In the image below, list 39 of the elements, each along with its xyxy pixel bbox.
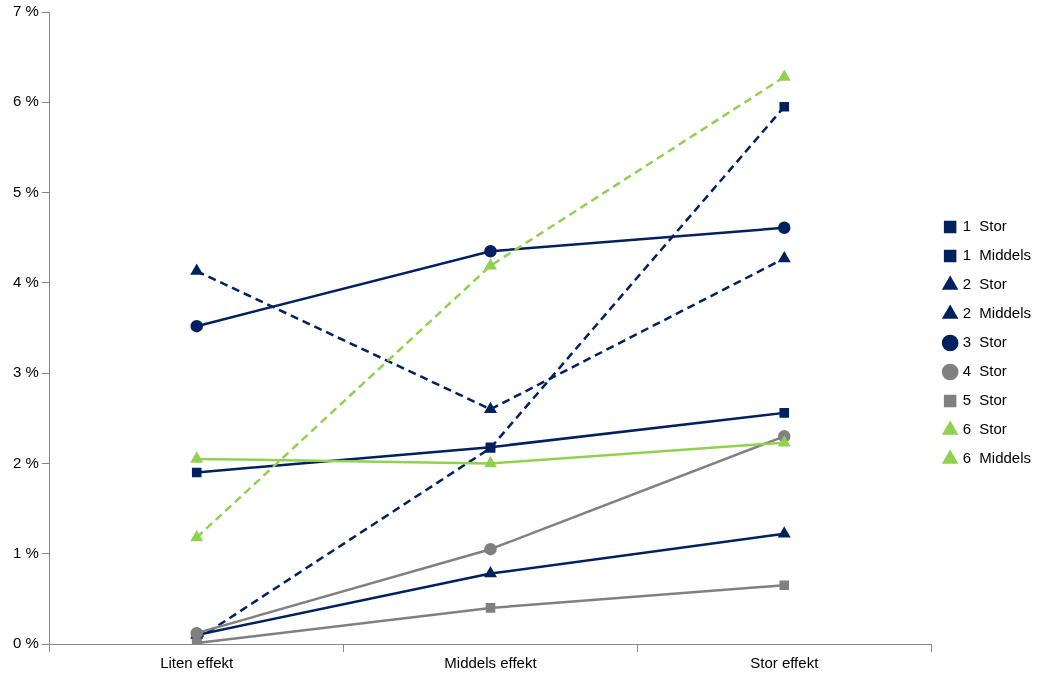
x-tick-label: Liten effekt	[160, 654, 235, 672]
legend-label: 3 Stor	[962, 333, 1007, 351]
x-tick-label: Stor effekt	[750, 654, 820, 672]
y-tick-label: 5 %	[12, 182, 39, 200]
point	[778, 70, 790, 81]
point	[191, 264, 203, 275]
x-tick-label: Middels effekt	[444, 654, 538, 672]
point	[485, 603, 496, 613]
point	[484, 542, 497, 556]
y-tick-label: 4 %	[12, 273, 39, 290]
legend-label: 2 Middels	[962, 304, 1032, 322]
point	[191, 467, 202, 478]
point	[190, 319, 203, 333]
legend-label: 4 Stor	[962, 362, 1007, 380]
point	[191, 531, 203, 542]
point	[778, 527, 790, 538]
point	[779, 580, 790, 591]
point	[191, 452, 203, 463]
point	[778, 436, 790, 447]
legend-label: 6 Middels	[962, 449, 1032, 467]
point	[778, 221, 791, 235]
y-tick-label: 6 %	[12, 92, 39, 110]
legend-label: 1 Middels	[962, 246, 1032, 264]
point	[779, 408, 790, 418]
point	[484, 457, 497, 468]
y-tick-label: 1 %	[12, 543, 39, 561]
point	[484, 245, 497, 258]
y-tick-label: 7 %	[12, 2, 39, 20]
point	[484, 259, 497, 270]
point	[778, 252, 790, 263]
y-tick-label: 2 %	[12, 453, 39, 471]
y-tick-label: 0 %	[12, 634, 39, 652]
legend-label: 6 Stor	[962, 420, 1007, 438]
legend-label: 5 Stor	[962, 391, 1007, 409]
point	[779, 102, 790, 112]
y-tick-label: 3 %	[12, 363, 39, 381]
legend-label: 2 Stor	[962, 275, 1007, 293]
point	[484, 567, 497, 578]
legend-label: 1 Stor	[962, 217, 1007, 235]
